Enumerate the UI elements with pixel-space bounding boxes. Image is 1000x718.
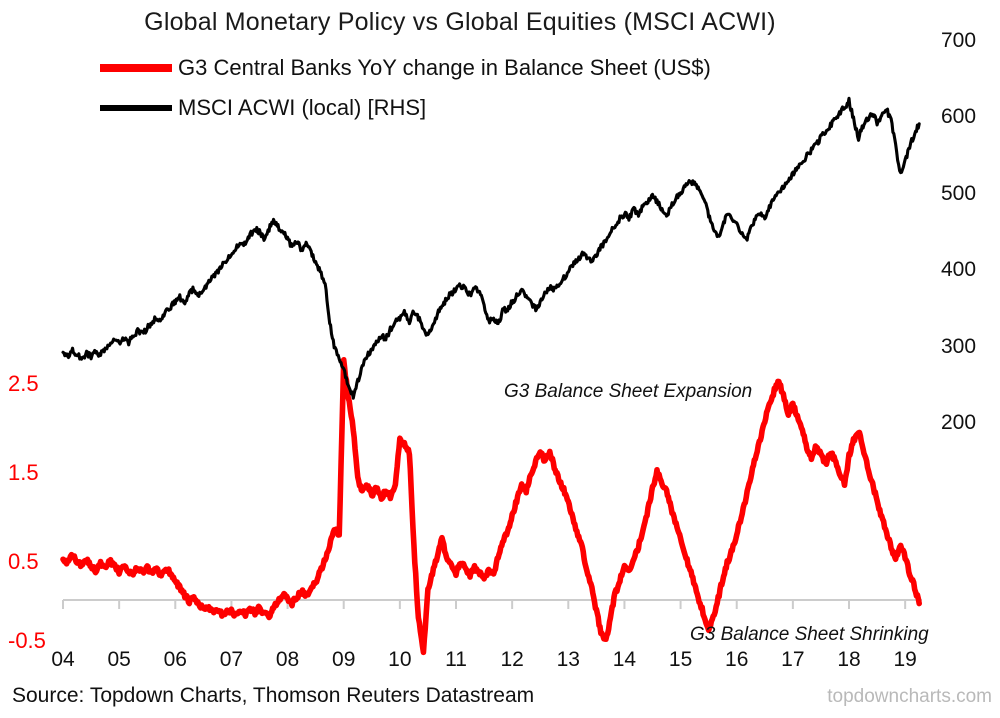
left-axis-tick-2point5: 2.5: [8, 371, 39, 396]
right-axis-tick-700: 700: [941, 29, 977, 52]
annotation-expansion: G3 Balance Sheet Expansion: [504, 381, 753, 402]
legend-item-msci-acwi[interactable]: MSCI ACWI (local) [RHS]: [100, 95, 426, 121]
series-line-g3-balance-sheet: [60, 357, 922, 656]
legend-label-g3-balance-sheet: G3 Central Banks YoY change in Balance S…: [178, 55, 711, 80]
x-axis-tick-label-18: 18: [837, 648, 861, 671]
legend-swatch-black-icon: [100, 105, 172, 111]
x-axis-tick-label-16: 16: [725, 648, 749, 671]
right-axis-tick-300: 300: [941, 335, 977, 358]
left-axis-tick-minus0point5: -0.5: [8, 628, 46, 653]
x-axis-tick-label-13: 13: [556, 648, 580, 671]
annotation-shrinking: G3 Balance Sheet Shrinking: [690, 624, 929, 645]
x-axis-tick-label-04: 04: [51, 648, 75, 671]
x-axis-tick-label-06: 06: [163, 648, 187, 671]
x-axis-tick-label-05: 05: [107, 648, 131, 671]
x-axis-tick-label-11: 11: [445, 648, 467, 671]
x-axis-tick-label-17: 17: [781, 648, 805, 671]
x-axis-tick-label-19: 19: [893, 648, 917, 671]
x-axis-tick-label-09: 09: [332, 648, 356, 671]
x-axis-tick-label-14: 14: [612, 648, 637, 671]
legend-swatch-red-icon: [100, 64, 172, 72]
chart-title: Global Monetary Policy vs Global Equitie…: [144, 8, 776, 36]
right-axis-tick-400: 400: [941, 258, 977, 281]
left-axis-tick-1point5: 1.5: [8, 460, 39, 485]
x-axis-tick-label-15: 15: [668, 648, 693, 671]
right-axis-tick-500: 500: [941, 182, 977, 205]
legend-label-msci-acwi: MSCI ACWI (local) [RHS]: [178, 95, 427, 120]
left-axis-tick-0point5: 0.5: [8, 549, 39, 574]
x-axis-tick-label-10: 10: [388, 648, 412, 671]
right-axis-tick-200: 200: [941, 411, 977, 434]
x-axis-tick-label-07: 07: [219, 648, 244, 671]
right-axis-tick-600: 600: [941, 105, 977, 128]
source-note: Source: Topdown Charts, Thomson Reuters …: [12, 684, 535, 707]
x-axis-tick-label-08: 08: [275, 648, 300, 671]
watermark: topdowncharts.com: [827, 686, 992, 707]
legend-item-g3-balance-sheet[interactable]: G3 Central Banks YoY change in Balance S…: [100, 55, 711, 81]
x-axis-tick-label-12: 12: [500, 648, 524, 671]
series-line-msci-acwi: [61, 96, 921, 400]
